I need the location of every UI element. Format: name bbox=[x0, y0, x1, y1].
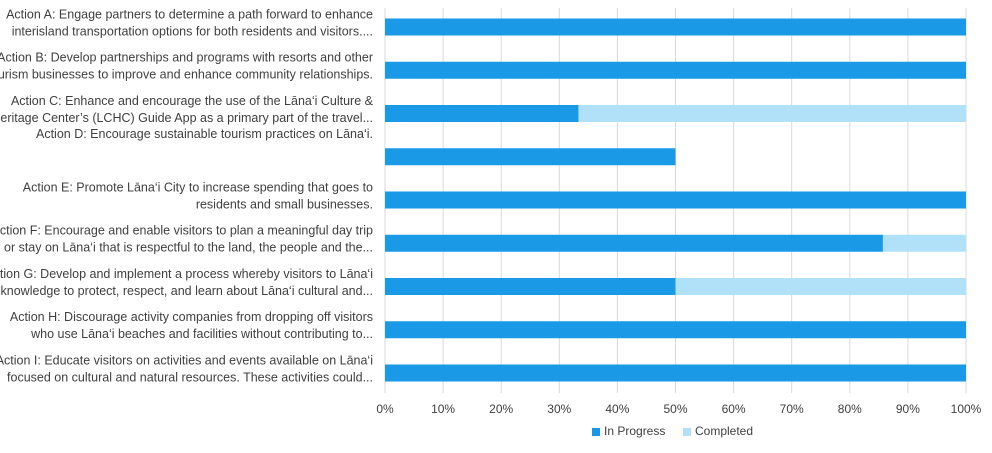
x-tick-label: 10% bbox=[431, 402, 455, 416]
bar-in-progress bbox=[385, 61, 966, 79]
x-tick-label: 40% bbox=[605, 402, 629, 416]
bar-in-progress bbox=[385, 148, 676, 166]
bar-in-progress bbox=[385, 18, 966, 36]
x-tick-label: 70% bbox=[780, 402, 804, 416]
category-label: Action G: Develop and implement a proces… bbox=[0, 267, 373, 281]
x-tick-label: 100% bbox=[951, 402, 982, 416]
x-tick-label: 0% bbox=[376, 402, 394, 416]
bar-completed bbox=[578, 105, 966, 122]
category-label: who use Lāna‘i beaches and facilities wi… bbox=[30, 327, 373, 341]
category-label: Action C: Enhance and encourage the use … bbox=[11, 94, 374, 108]
category-label: acknowledge to protect, respect, and lea… bbox=[0, 284, 373, 298]
category-label: tourism businesses to improve and enhanc… bbox=[0, 68, 373, 82]
category-label: or stay on Lāna‘i that is respectful to … bbox=[4, 241, 373, 255]
legend-label: Completed bbox=[695, 424, 753, 438]
x-tick-label: 60% bbox=[722, 402, 746, 416]
legend-label: In Progress bbox=[604, 424, 665, 438]
category-label: residents and small businesses. bbox=[196, 197, 373, 211]
bar-in-progress bbox=[385, 278, 676, 295]
category-label: focused on cultural and natural resource… bbox=[7, 370, 373, 384]
bar-in-progress bbox=[385, 364, 966, 382]
legend-swatch bbox=[592, 428, 600, 436]
legend-swatch bbox=[683, 428, 691, 436]
bar-completed bbox=[882, 234, 966, 252]
category-label: Action H: Discourage activity companies … bbox=[10, 310, 373, 324]
bar-in-progress bbox=[385, 191, 966, 209]
x-tick-label: 50% bbox=[663, 402, 687, 416]
category-label: Action B: Develop partnerships and progr… bbox=[0, 51, 373, 65]
category-label: interisland transportation options for b… bbox=[12, 24, 373, 38]
x-tick-label: 30% bbox=[547, 402, 571, 416]
category-label: Heritage Center’s (LCHC) Guide App as a … bbox=[0, 111, 373, 125]
category-label: Action D: Encourage sustainable tourism … bbox=[36, 127, 373, 141]
category-label: Action I: Educate visitors on activities… bbox=[0, 353, 373, 367]
x-tick-label: 80% bbox=[838, 402, 862, 416]
category-label: Action A: Engage partners to determine a… bbox=[6, 7, 373, 21]
bar-in-progress bbox=[385, 105, 579, 122]
x-tick-label: 90% bbox=[896, 402, 920, 416]
bar-in-progress bbox=[385, 321, 966, 339]
bar-completed bbox=[675, 278, 966, 295]
bar-in-progress bbox=[385, 234, 883, 252]
category-label: Action E: Promote Lāna‘i City to increas… bbox=[23, 180, 373, 194]
x-tick-label: 20% bbox=[489, 402, 513, 416]
category-label: Action F: Encourage and enable visitors … bbox=[0, 224, 373, 238]
